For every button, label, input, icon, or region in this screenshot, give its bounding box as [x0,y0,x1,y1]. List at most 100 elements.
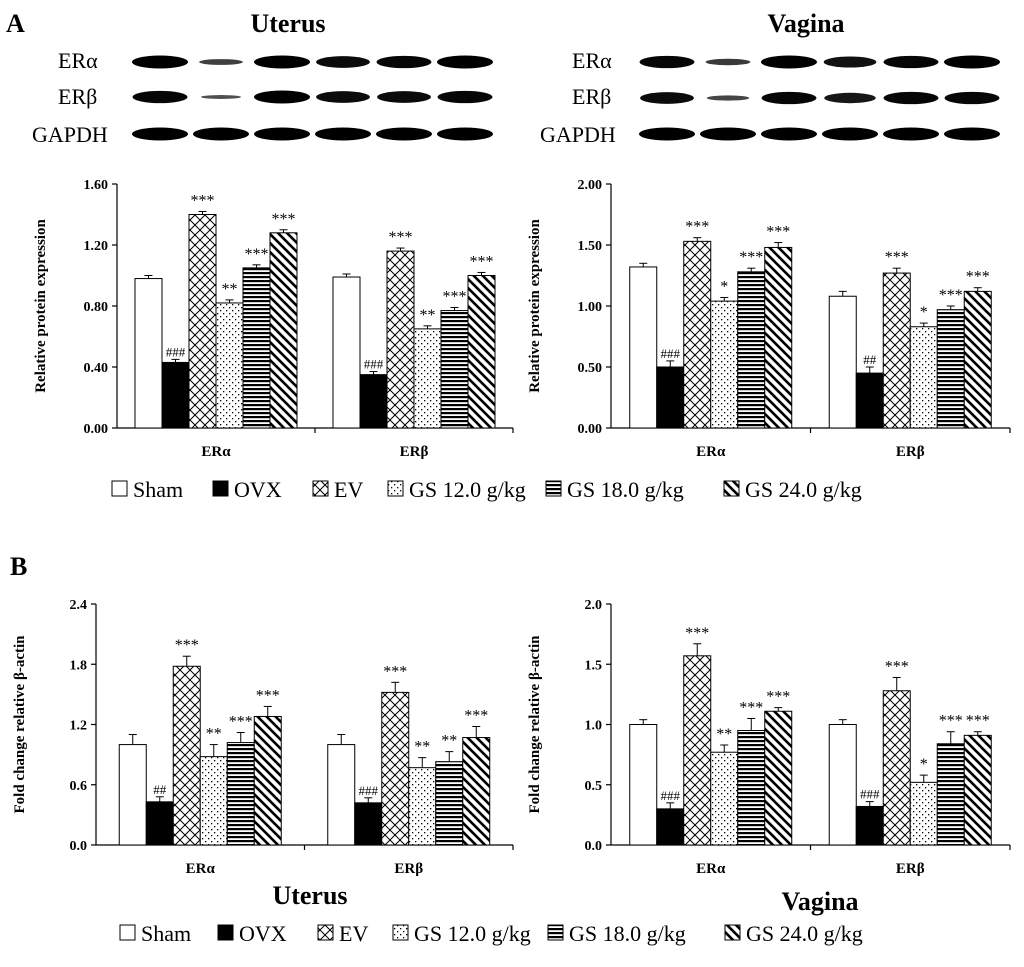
blot-band [944,127,1000,141]
bar-ovx [354,802,383,846]
blot-uterus: Uterus ERα ERβ GAPDH [32,9,493,147]
bar-gs-12-0-g-kg [215,302,244,429]
blot-band [640,92,694,104]
legend-swatch [724,924,741,941]
bar-ev [882,272,911,429]
bar-gs-24-0-g-kg [963,734,992,846]
significance-label: *** [383,663,407,680]
legend-swatch [317,924,334,941]
legend-b: Sham OVX EV GS 12.0 g/kg GS 18.0 g/kg GS 24.0… [119,921,863,946]
bar-ev [386,250,415,429]
legend-a: Sham OVX EV GS 12.0 g/kg GS 18.0 g/kg GS 24.0… [111,477,862,502]
significance-label: *** [191,192,215,209]
bar-sham [134,278,163,429]
blot-band [377,91,431,103]
bar-gs-18-0-g-kg [440,310,469,429]
blot-vagina: Vagina ERα ERβ GAPDH [540,9,1000,147]
legend-label: Sham [141,921,191,946]
significance-label: *** [885,249,909,266]
blot-band [700,127,756,141]
blot-band [254,55,310,69]
legend-item-ev: EV [317,921,368,946]
blot-label-er-beta: ERβ [58,84,97,109]
legend-swatch [111,480,128,497]
bar-gs-24-0-g-kg [253,715,282,846]
chart-b-vagina: Fold change relative β-actin 0.0 0.5 1.0 1.5… [527,598,1011,877]
blot-band [944,91,1000,105]
legend-swatch [119,924,136,941]
blot-label-er-alpha: ERα [572,48,612,73]
blot-band [944,55,1000,69]
bar-gs-12-0-g-kg [710,751,739,846]
significance-label: *** [739,699,763,716]
y-tick-label: 0.0 [585,839,603,854]
bar-ev [683,240,712,429]
bar-ovx [855,372,884,429]
significance-label: *** [272,211,296,228]
legend-swatch [217,924,234,941]
y-tick-label: 1.20 [84,239,109,254]
legend-item-gs-24-0-g-kg: GS 24.0 g/kg [724,921,863,946]
significance-label: ** [414,739,430,756]
blot-band [437,127,493,141]
blot-band [254,127,310,141]
blot-title-uterus: Uterus [250,9,325,38]
legend-item-ev: EV [312,477,363,502]
significance-label: *** [443,289,467,306]
y-tick-label: 0.00 [578,422,603,437]
legend-label: EV [339,921,368,946]
blot-label-er-alpha: ERα [58,48,98,73]
legend-swatch [312,480,329,497]
significance-label: * [920,304,928,321]
bar-gs-24-0-g-kg [269,232,298,429]
blot-bands-uterus [132,55,493,141]
significance-label: ### [166,344,186,359]
legend-item-sham: Sham [111,477,183,502]
legend-swatch [212,480,229,497]
x-category-label: ERα [201,444,231,460]
significance-label: *** [939,713,963,730]
significance-label: *** [966,713,990,730]
x-category-label: ERβ [394,861,423,877]
blot-band [132,55,188,69]
chart-b-uterus: Fold change relative β-actin 0.0 0.6 1.2 1.8… [12,598,514,877]
legend-item-gs-18-0-g-kg: GS 18.0 g/kg [545,477,684,502]
y-tick-label: 1.00 [578,300,603,315]
significance-label: *** [766,224,790,241]
bar-sham [828,724,857,846]
bar-gs-18-0-g-kg [936,309,965,429]
y-axis-label: Relative protein expression [527,219,543,393]
y-tick-label: 0.6 [70,779,88,794]
significance-label: *** [739,249,763,266]
significance-label: * [720,278,728,295]
blot-band [254,90,310,104]
significance-label: ** [441,733,457,750]
x-category-label: ERβ [400,444,429,460]
significance-label: ### [661,346,681,361]
y-axis-label: Fold change relative β-actin [12,635,28,814]
y-tick-label: 0.80 [84,300,109,315]
blot-band [761,55,817,69]
bar-ovx [161,361,190,429]
significance-label: ### [359,783,379,798]
legend-item-ovx: OVX [212,477,282,502]
significance-label: ### [661,788,681,803]
bar-ovx [145,801,174,846]
blot-title-vagina: Vagina [767,9,844,38]
bar-gs-18-0-g-kg [242,267,271,429]
legend-label: GS 24.0 g/kg [746,921,863,946]
blot-band [132,90,188,104]
blot-band [193,127,249,141]
x-category-label: ERβ [896,444,925,460]
legend-swatch [392,924,409,941]
y-tick-label: 1.0 [585,719,603,734]
x-category-label: ERα [696,444,726,460]
significance-label: * [920,756,928,773]
blot-band [199,59,243,65]
blot-band [823,56,877,68]
y-tick-label: 1.60 [84,178,109,193]
legend-swatch [547,924,564,941]
significance-label: *** [229,714,253,731]
legend-label: GS 18.0 g/kg [569,921,686,946]
y-tick-label: 2.4 [70,598,88,613]
